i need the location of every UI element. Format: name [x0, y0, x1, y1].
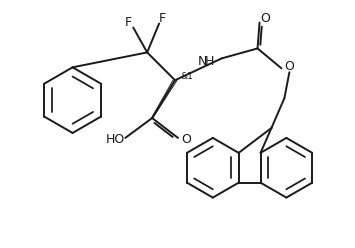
Text: H: H: [204, 55, 214, 68]
Text: O: O: [261, 12, 271, 25]
Text: O: O: [284, 60, 294, 73]
Text: HO: HO: [106, 133, 125, 146]
Text: F: F: [159, 12, 166, 25]
Text: O: O: [181, 133, 191, 146]
Text: N: N: [198, 55, 207, 68]
Text: &1: &1: [180, 72, 193, 81]
Text: F: F: [125, 16, 132, 29]
